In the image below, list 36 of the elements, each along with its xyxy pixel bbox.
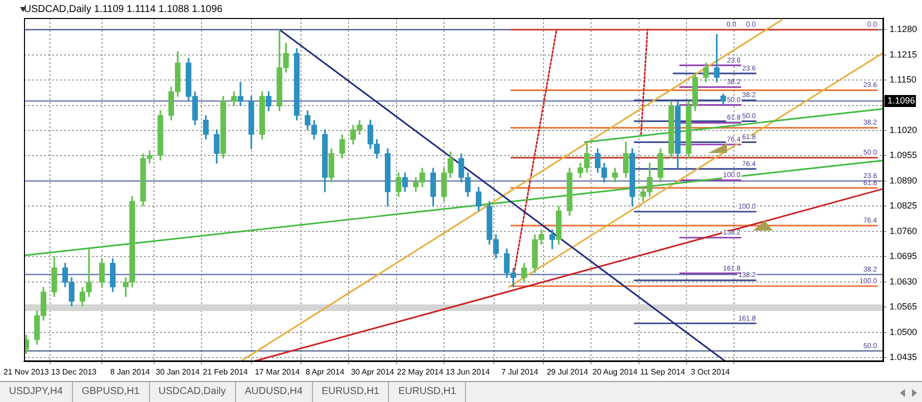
x-tick-label: 13 Jun 2014: [446, 367, 490, 376]
x-tick-label: 8 Apr 2014: [306, 367, 345, 376]
x-tick-label: 13 Dec 2013: [51, 367, 98, 376]
y-tick-label: 1.1280: [889, 24, 918, 34]
x-tick-label: 21 Nov 2013: [3, 367, 50, 376]
text: EURUSD,H1: [389, 382, 466, 402]
x-tick-label: 17 Mar 2014: [254, 367, 300, 376]
y-tick-label: 1.0695: [889, 251, 918, 262]
text: USDJPY,H4: [0, 382, 73, 402]
y-tick-label: 1.0760: [889, 226, 918, 236]
y-tick-label: 1.0825: [889, 200, 918, 211]
y-tick-label: 1.0565: [889, 302, 918, 312]
text: EURUSD,H1: [312, 382, 390, 402]
y-tick-label: 1.0955: [889, 150, 918, 160]
x-tick-label: 30 Jan 2014: [156, 367, 200, 376]
y-tick-label: 1.1020: [889, 125, 918, 136]
text: AUDUSD,H4: [236, 382, 313, 402]
x-tick-label: 30 Apr 2014: [350, 367, 395, 376]
chart-title: USDCAD,Daily 1.1109 1.1114 1.1088 1.1096: [24, 4, 223, 15]
y-tick-label: 1.0630: [889, 276, 918, 286]
text: USDCAD,Daily: [150, 382, 236, 402]
y-tick-label: 1.1215: [889, 49, 918, 60]
x-tick-label: 20 Aug 2014: [592, 367, 638, 376]
x-tick-label: 21 Feb 2014: [202, 367, 248, 376]
x-tick-label: 7 Jul 2014: [501, 367, 539, 376]
x-tick-label: 3 Oct 2014: [690, 367, 730, 376]
text: GBPUSD,H1: [72, 382, 150, 402]
annotation: 1.1096: [887, 96, 916, 106]
x-tick-label: 8 Jan 2014: [110, 367, 150, 376]
x-tick-label: 22 May 2014: [397, 367, 444, 376]
y-tick-label: 1.0500: [889, 326, 918, 337]
x-tick-label: 11 Sep 2014: [640, 367, 686, 376]
x-tick-label: 29 Jul 2014: [546, 367, 589, 376]
y-tick-label: 1.1150: [889, 74, 916, 85]
y-tick-label: 1.0890: [889, 175, 918, 186]
y-tick-label: 1.0435: [889, 352, 918, 362]
